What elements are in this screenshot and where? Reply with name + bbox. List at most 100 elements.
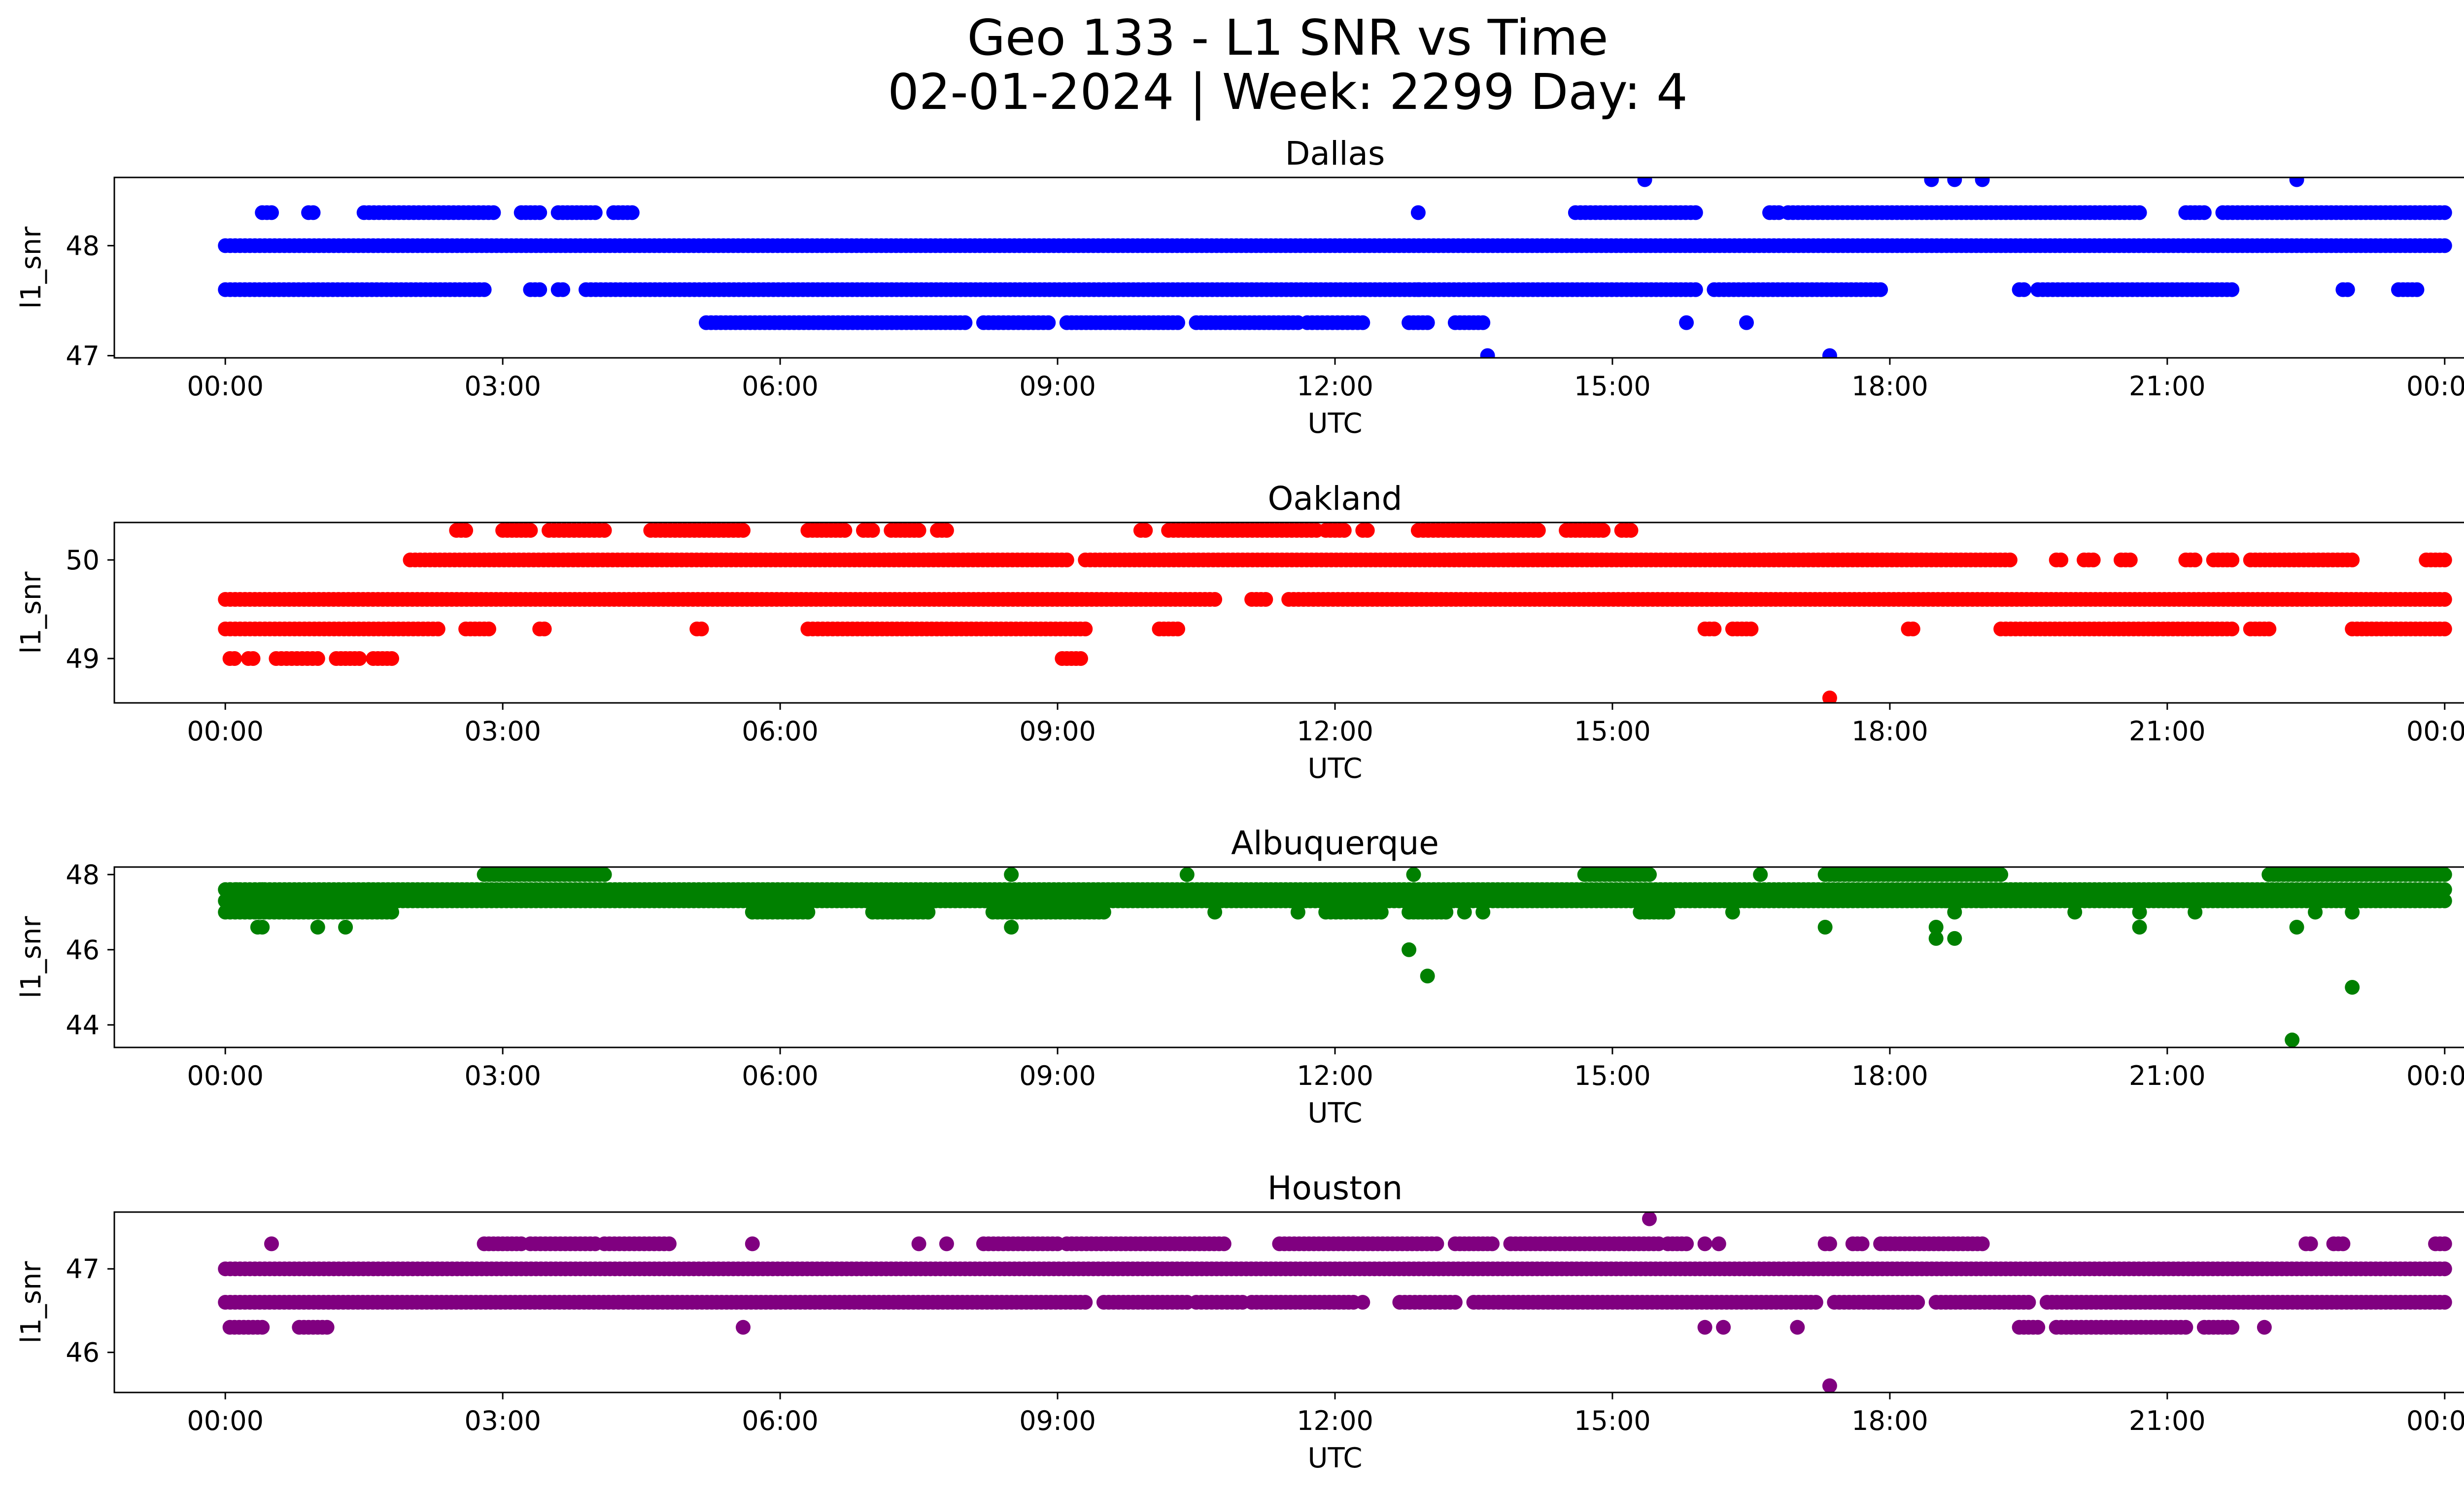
albuquerque-data-point bbox=[800, 904, 816, 920]
albuquerque-data-point bbox=[1938, 893, 1953, 908]
albuquerque-data-point bbox=[1207, 904, 1223, 920]
dallas-data bbox=[218, 177, 2452, 358]
albuquerque-data-point bbox=[1642, 867, 1657, 882]
albuquerque-data-point bbox=[2437, 893, 2452, 908]
houston-data-point bbox=[1716, 1320, 1731, 1335]
oakland-data-point bbox=[1744, 622, 1759, 636]
albuquerque-data-point bbox=[2437, 882, 2452, 897]
albuquerque-x-tick-label: 06:00 bbox=[742, 1060, 819, 1091]
dallas-data-point bbox=[555, 282, 571, 297]
houston-y-tick-label: 47 bbox=[66, 1253, 100, 1285]
oakland-data-point bbox=[736, 523, 751, 538]
dallas-x-tick-label: 21:00 bbox=[2129, 371, 2206, 402]
oakland-data-point bbox=[1905, 622, 1920, 636]
albuquerque-data-point bbox=[1947, 904, 1962, 920]
albuquerque-data-point bbox=[1975, 893, 1990, 908]
oakland-data-point bbox=[865, 523, 880, 538]
houston-data-point bbox=[319, 1320, 335, 1335]
houston-x-tick-label: 03:00 bbox=[464, 1405, 541, 1436]
houston-data-point bbox=[1975, 1236, 1990, 1252]
houston-data-point bbox=[1910, 1295, 1925, 1310]
albuquerque-x-tick-label: 21:00 bbox=[2129, 1060, 2206, 1091]
houston-data-point bbox=[939, 1236, 954, 1252]
oakland-data-point bbox=[837, 523, 853, 538]
albuquerque-x-tick-label: 18:00 bbox=[1851, 1060, 1928, 1091]
houston-data-point bbox=[1711, 1236, 1726, 1252]
albuquerque-data-point bbox=[2345, 980, 2360, 995]
albuquerque-data-point bbox=[1402, 942, 1417, 957]
dallas-data-point bbox=[1873, 282, 1888, 297]
dallas-x-tick-label: 15:00 bbox=[1574, 371, 1651, 402]
albuquerque-data-point bbox=[2132, 904, 2147, 920]
oakland-data-point bbox=[1059, 553, 1074, 567]
albuquerque-data-point bbox=[1096, 904, 1111, 920]
albuquerque-data-point bbox=[1290, 904, 1305, 920]
albuquerque-x-tick-label: 00:00 bbox=[2406, 1060, 2464, 1091]
houston-data-point bbox=[2437, 1236, 2452, 1252]
figure-subtitle: 02-01-2024 | Week: 2299 Day: 4 bbox=[888, 63, 1688, 121]
oakland-data-point bbox=[1360, 523, 1375, 538]
houston-y-axis-label: l1_snr bbox=[15, 1261, 47, 1344]
albuquerque-data-point bbox=[1725, 904, 1740, 920]
dallas-data-point bbox=[532, 205, 548, 220]
oakland-data-point bbox=[2086, 553, 2101, 567]
houston-data-point bbox=[1854, 1236, 1870, 1252]
houston-data-point bbox=[1822, 1236, 1837, 1252]
dallas-data-point bbox=[264, 205, 279, 220]
houston-x-tick-label: 12:00 bbox=[1297, 1405, 1373, 1436]
houston-data-point bbox=[1697, 1320, 1712, 1335]
oakland-data-point bbox=[2053, 553, 2069, 567]
dallas-data-point bbox=[2224, 282, 2240, 297]
oakland-x-tick-label: 12:00 bbox=[1297, 716, 1373, 747]
houston-data-point bbox=[1485, 1236, 1500, 1252]
dallas-data-point bbox=[1410, 282, 1426, 297]
albuquerque-y-tick-label: 48 bbox=[66, 859, 100, 890]
houston-data-point bbox=[2335, 1236, 2351, 1252]
oakland-data bbox=[218, 523, 2452, 703]
oakland-data-point bbox=[2188, 553, 2203, 567]
oakland-x-tick-label: 09:00 bbox=[1019, 716, 1096, 747]
albuquerque-data-point bbox=[310, 920, 325, 935]
dallas-x-tick-label: 00:00 bbox=[187, 371, 264, 402]
oakland-data-point bbox=[2345, 553, 2360, 567]
albuquerque-data-point bbox=[1406, 867, 1421, 882]
houston-x-tick-label: 00:00 bbox=[2406, 1405, 2464, 1436]
albuquerque-y-tick-label: 46 bbox=[66, 935, 100, 966]
oakland-data-point bbox=[245, 651, 261, 666]
oakland-data-point bbox=[1138, 523, 1153, 538]
dallas-data-point bbox=[2017, 282, 2031, 297]
houston-data-point bbox=[1429, 1236, 1444, 1252]
oakland-data-point bbox=[227, 651, 242, 666]
oakland-panel-title: Oakland bbox=[1267, 480, 1402, 518]
houston-data-point bbox=[2021, 1295, 2036, 1310]
dallas-data-point bbox=[1410, 205, 1426, 220]
oakland-data-point bbox=[523, 523, 538, 538]
dallas-data-point bbox=[306, 205, 321, 220]
albuquerque-data-point bbox=[1817, 920, 1833, 935]
oakland-data-point bbox=[1336, 523, 1352, 538]
oakland-data-point bbox=[1822, 691, 1837, 703]
albuquerque-data-point bbox=[2345, 904, 2360, 920]
houston-data-point bbox=[911, 1236, 926, 1252]
dallas-panel-title: Dallas bbox=[1285, 135, 1385, 173]
oakland-data-point bbox=[1258, 592, 1273, 607]
albuquerque-data-point bbox=[1947, 931, 1962, 946]
dallas-data-point bbox=[1637, 177, 1652, 187]
albuquerque-data-point bbox=[2132, 920, 2147, 935]
oakland-x-tick-label: 21:00 bbox=[2129, 716, 2206, 747]
dallas-data-point bbox=[2437, 205, 2452, 220]
dallas-data-point bbox=[1679, 315, 1694, 330]
albuquerque-data-point bbox=[2308, 904, 2323, 920]
houston-data-point bbox=[255, 1320, 270, 1335]
dallas-data-point bbox=[1822, 348, 1837, 358]
albuquerque-data-point bbox=[1660, 904, 1676, 920]
albuquerque-data-point bbox=[1928, 920, 1944, 935]
oakland-data-point bbox=[458, 523, 474, 538]
albuquerque-data-point bbox=[2285, 1032, 2300, 1047]
albuquerque-data-point bbox=[2437, 867, 2452, 882]
houston-x-tick-label: 21:00 bbox=[2129, 1405, 2206, 1436]
albuquerque-data-point bbox=[1004, 867, 1019, 882]
